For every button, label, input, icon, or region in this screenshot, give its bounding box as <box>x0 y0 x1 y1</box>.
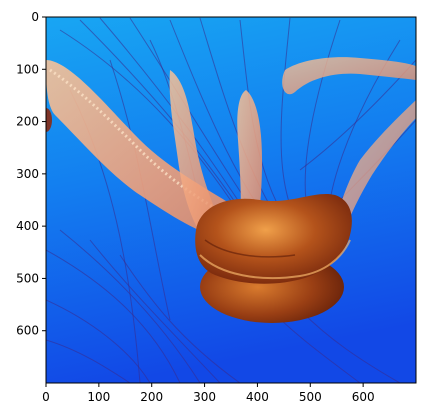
x-tick-label: 100 <box>87 390 110 404</box>
y-tick-label: 600 <box>16 324 39 338</box>
x-tick-label: 300 <box>193 390 216 404</box>
x-tick-label: 500 <box>299 390 322 404</box>
image-area <box>46 17 416 383</box>
bell-rim <box>199 239 351 280</box>
y-tick-label: 200 <box>16 115 39 129</box>
bell-ridge <box>204 239 296 258</box>
jellyfish-bell <box>195 193 352 284</box>
edge-blob-left <box>46 108 52 132</box>
y-tick-label: 400 <box>16 219 39 233</box>
y-tick-label: 300 <box>16 167 39 181</box>
oral-arm-upper-right <box>282 57 416 95</box>
x-tick-label: 200 <box>140 390 163 404</box>
x-tick-label: 0 <box>42 390 50 404</box>
y-axis-ticks: 0 100 200 300 400 500 600 <box>16 10 46 338</box>
y-tick-label: 0 <box>31 10 39 24</box>
axes-frame <box>45 16 417 384</box>
x-tick-label: 600 <box>352 390 375 404</box>
oral-arm-middle <box>169 70 223 245</box>
oral-arm-far-right <box>332 100 416 241</box>
x-axis-ticks: 0 100 200 300 400 500 600 <box>42 383 375 404</box>
y-tick-label: 100 <box>16 62 39 76</box>
y-tick-label: 500 <box>16 271 39 285</box>
x-tick-label: 400 <box>246 390 269 404</box>
oral-arm-left-edge <box>49 68 236 222</box>
